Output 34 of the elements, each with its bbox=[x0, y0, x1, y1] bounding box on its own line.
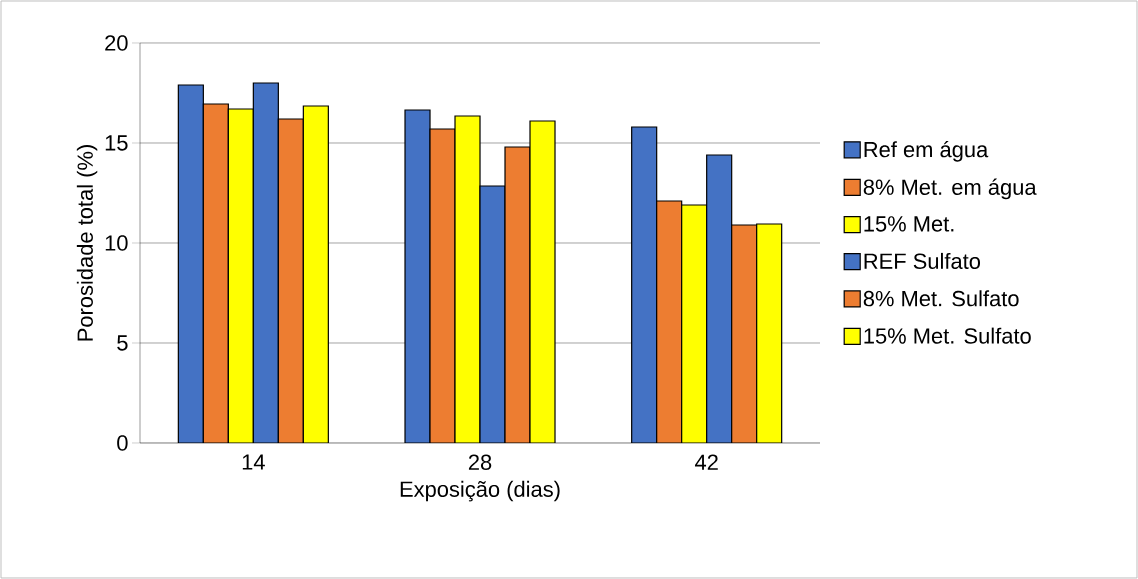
y-tick-label: 15 bbox=[105, 135, 128, 151]
bar bbox=[454, 115, 481, 443]
bar bbox=[756, 223, 783, 443]
x-axis-title: Exposição (dias) bbox=[400, 480, 560, 502]
y-axis-title: Porosidade total (%) bbox=[76, 145, 98, 341]
legend-label: Ref em água bbox=[864, 140, 989, 162]
bar bbox=[681, 204, 708, 443]
bar bbox=[529, 120, 556, 443]
bar bbox=[202, 103, 229, 443]
y-tick-label: 20 bbox=[105, 35, 128, 51]
bar bbox=[731, 224, 758, 443]
bar bbox=[656, 200, 683, 443]
bar bbox=[429, 128, 456, 443]
legend-label: REF Sulfato bbox=[864, 252, 981, 269]
bar bbox=[631, 126, 658, 443]
bar bbox=[227, 108, 254, 443]
x-tick-label: 28 bbox=[468, 454, 492, 471]
x-tick-label: 42 bbox=[694, 454, 718, 470]
bar bbox=[277, 118, 304, 443]
bar bbox=[504, 146, 531, 443]
legend-label: 15% Met. Sulfato bbox=[864, 327, 1031, 344]
bar bbox=[177, 84, 204, 443]
bar bbox=[706, 154, 733, 443]
bar bbox=[252, 82, 279, 443]
bar bbox=[404, 109, 431, 443]
x-tick-label: 14 bbox=[242, 454, 265, 470]
legend-label: 8% Met. Sulfato bbox=[863, 290, 1019, 307]
y-tick-label: 0 bbox=[117, 435, 128, 451]
legend-label: 15% Met. bbox=[864, 216, 954, 232]
y-tick-label: 5 bbox=[117, 335, 128, 351]
y-tick-label: 10 bbox=[105, 235, 128, 251]
legend-label: 8% Met. em água bbox=[863, 178, 1037, 200]
bar bbox=[479, 185, 506, 443]
bar bbox=[302, 105, 329, 443]
